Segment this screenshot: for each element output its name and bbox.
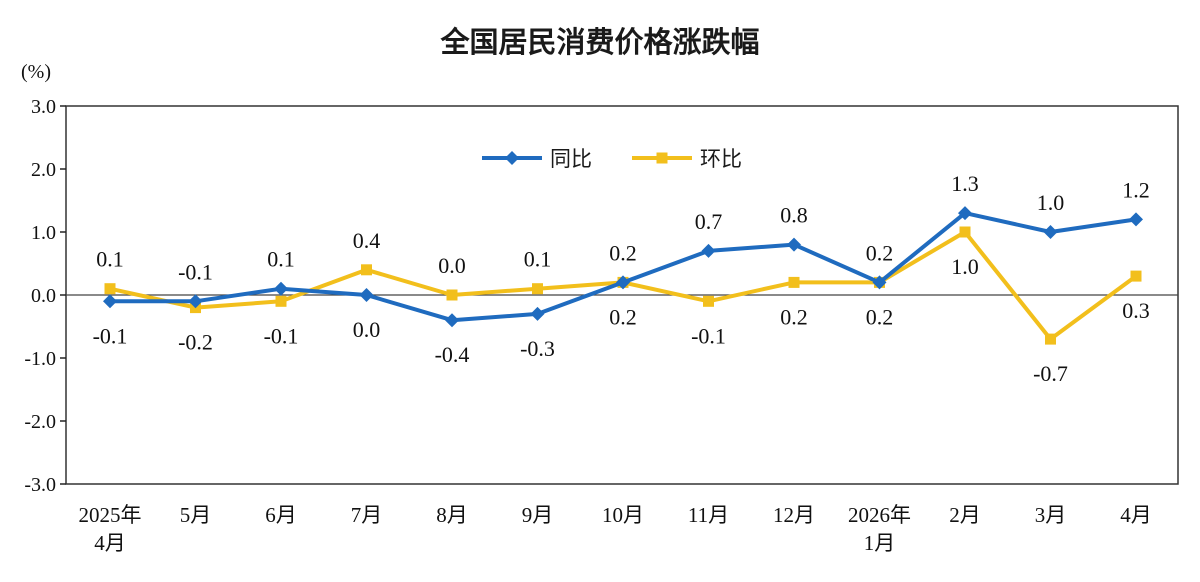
data-label-tongbi: -0.1	[93, 323, 128, 348]
y-tick-label: 0.0	[31, 285, 56, 307]
data-label-tongbi: -0.4	[435, 342, 470, 367]
y-tick-label: 1.0	[31, 222, 56, 244]
x-tick-label: 8月	[436, 503, 468, 527]
data-label-tongbi: 0.2	[609, 240, 637, 265]
data-label-huanbi: 0.3	[1122, 298, 1150, 323]
x-tick-label: 11月	[688, 503, 729, 527]
y-axis-unit: (%)	[21, 61, 51, 83]
data-label-huanbi: -0.1	[691, 323, 726, 348]
data-label-tongbi: 1.0	[1037, 190, 1065, 215]
series-0-marker	[872, 275, 887, 290]
series-1-marker	[788, 276, 800, 288]
x-tick-label: 2025年 4月	[79, 503, 142, 555]
y-tick-label: 3.0	[31, 96, 56, 118]
x-tick-label-line: 4月	[1120, 503, 1152, 527]
data-label-huanbi: 0.2	[780, 304, 808, 329]
x-tick-label-line: 1月	[864, 531, 896, 555]
series-1-marker	[703, 295, 714, 307]
x-tick-label: 12月	[773, 503, 815, 527]
x-tick-label: 6月	[265, 503, 297, 527]
series-1-marker	[1130, 270, 1142, 282]
series-1-marker	[959, 226, 971, 238]
x-tick-label-line: 10月	[602, 503, 644, 527]
y-tick-label: -3.0	[24, 474, 56, 496]
data-label-huanbi: -0.1	[264, 323, 299, 348]
data-label-tongbi: -0.1	[178, 259, 213, 284]
series-0-marker	[103, 294, 117, 309]
x-tick-label-line: 2026年	[848, 503, 911, 527]
x-tick-label-line: 11月	[688, 503, 729, 527]
series-0-marker	[359, 288, 374, 302]
series-1-marker	[446, 289, 458, 301]
series-0-marker	[701, 243, 716, 258]
x-tick-label-line: 9月	[522, 503, 554, 527]
series-0-marker	[445, 313, 459, 328]
x-tick-label-line: 5月	[180, 503, 212, 527]
x-tick-label-line: 3月	[1035, 503, 1067, 527]
data-label-huanbi: -0.2	[178, 330, 213, 355]
x-tick-label: 4月	[1120, 503, 1152, 527]
data-label-huanbi: 0.2	[866, 304, 894, 329]
y-tick-label: 2.0	[31, 159, 56, 181]
x-tick-label: 10月	[602, 503, 644, 527]
series-0-marker	[787, 237, 801, 252]
series-0-marker	[958, 206, 972, 221]
data-label-huanbi: 0.2	[609, 304, 637, 329]
series-1-marker	[532, 283, 543, 295]
x-tick-label: 2月	[949, 503, 981, 527]
legend-label-1: 环比	[700, 147, 742, 171]
x-tick-label: 5月	[180, 503, 212, 527]
x-tick-label-line: 6月	[265, 503, 297, 527]
series-0-marker	[274, 281, 288, 296]
y-tick-label: -1.0	[24, 348, 56, 370]
data-label-tongbi: 0.2	[866, 240, 894, 265]
data-label-tongbi: 1.2	[1122, 177, 1150, 202]
x-tick-label-line: 4月	[94, 531, 126, 555]
x-tick-label: 7月	[351, 503, 383, 527]
x-tick-label-line: 8月	[436, 503, 468, 527]
data-label-tongbi: 0.0	[353, 317, 381, 342]
data-label-huanbi: 0.0	[438, 253, 466, 278]
series-1-marker	[361, 264, 372, 276]
legend-marker-1	[656, 152, 668, 164]
data-label-huanbi: 0.4	[353, 228, 381, 253]
data-label-huanbi: 0.1	[96, 247, 124, 272]
data-label-huanbi: 0.1	[524, 247, 552, 272]
series-1-marker	[1045, 333, 1056, 345]
x-tick-label: 9月	[522, 503, 554, 527]
x-tick-label: 2026年 1月	[848, 503, 911, 555]
data-label-huanbi: -0.7	[1033, 361, 1068, 386]
chart-title: 全国居民消费价格涨跌幅	[439, 25, 759, 59]
data-label-tongbi: 0.1	[267, 247, 295, 272]
x-tick-label-line: 2月	[949, 503, 981, 527]
data-label-tongbi: 0.8	[780, 203, 808, 228]
x-tick-label-line: 2025年	[79, 503, 142, 527]
series-0-marker	[616, 275, 630, 290]
series-1-marker	[104, 283, 116, 295]
series-0-marker	[530, 306, 545, 321]
series-1-marker	[275, 295, 287, 307]
y-tick-label: -2.0	[24, 411, 56, 433]
data-label-tongbi: -0.3	[520, 336, 555, 361]
legend-label-0: 同比	[550, 147, 592, 171]
series-0-marker	[1043, 225, 1058, 239]
legend-marker-0	[505, 151, 519, 165]
x-tick-label: 3月	[1035, 503, 1067, 527]
x-tick-label-line: 7月	[351, 503, 383, 527]
data-label-tongbi: 1.3	[951, 171, 979, 196]
data-label-tongbi: 0.7	[695, 209, 723, 234]
series-0-marker	[1129, 212, 1143, 227]
x-tick-label-line: 12月	[773, 503, 815, 527]
series-0-marker	[188, 294, 203, 309]
data-label-huanbi: 1.0	[951, 254, 979, 279]
